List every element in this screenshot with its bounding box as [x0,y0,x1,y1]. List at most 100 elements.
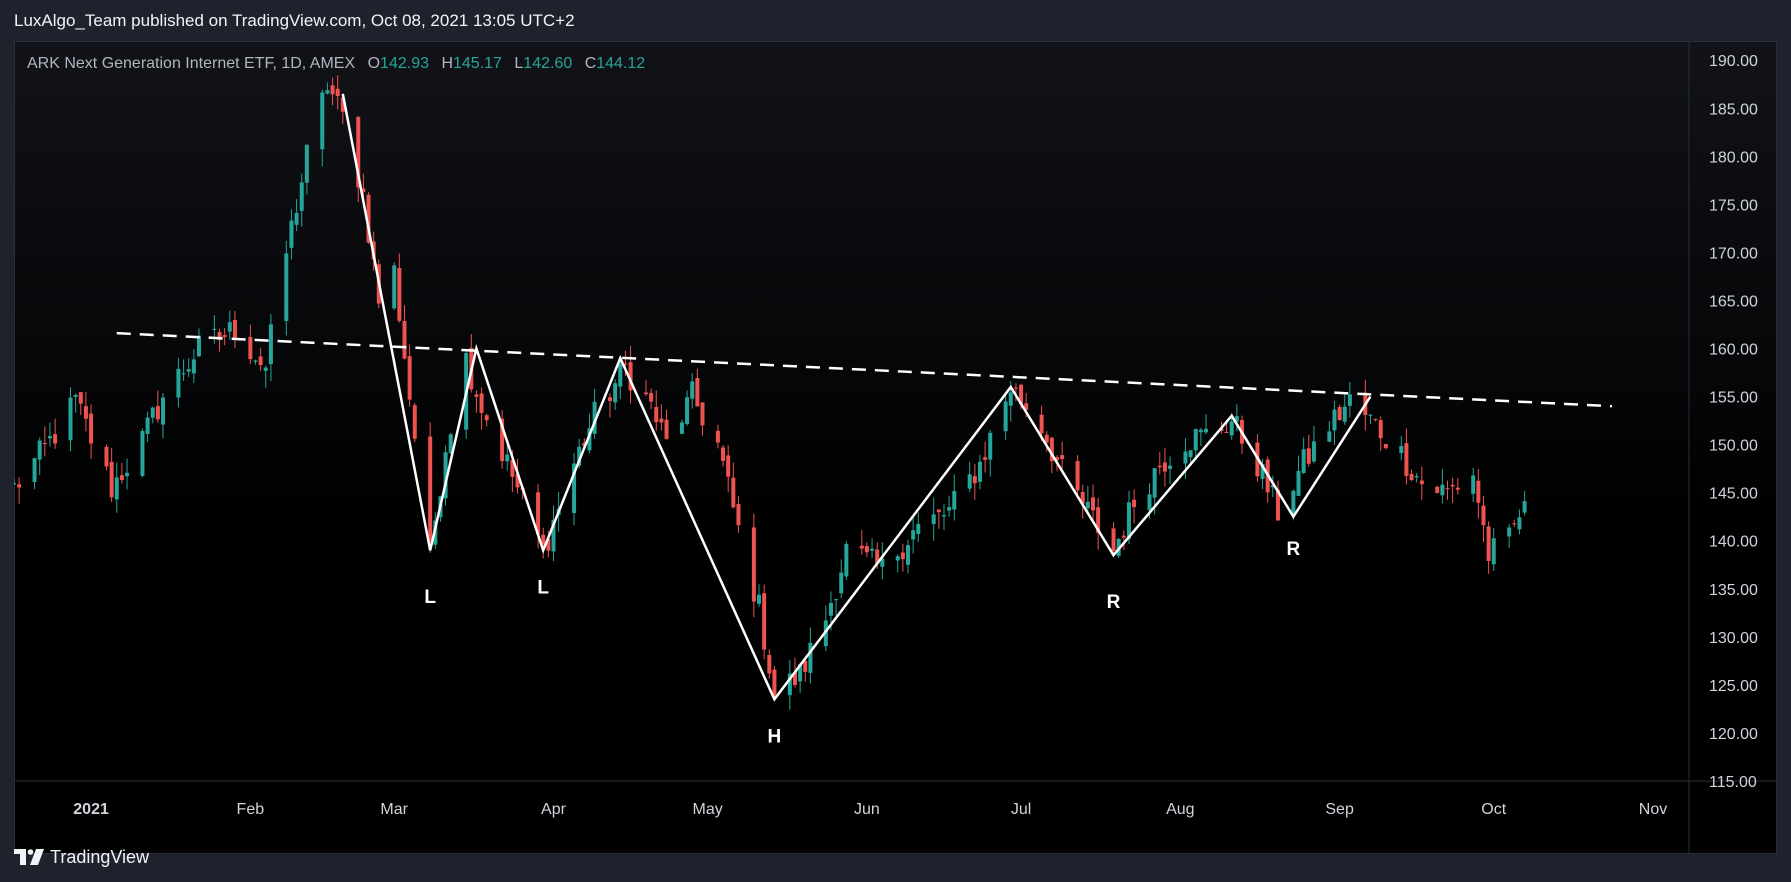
pattern-label-l: L [424,587,436,608]
candle-body [1491,538,1496,565]
candle-body [232,320,237,340]
candle-body [983,457,988,460]
candle-body [1147,494,1152,511]
time-tick-label: Feb [237,801,265,818]
tradingview-logo-icon [14,849,44,865]
candle-body [42,442,47,444]
candle-body [1301,449,1306,474]
candle-body [37,440,42,460]
time-tick-label: Aug [1166,801,1194,818]
candle-body [1486,526,1491,561]
candle-body [1332,409,1337,431]
candle-body [941,515,946,517]
candle-body [767,654,772,674]
candle-body [988,432,993,460]
candle-body [906,545,911,565]
candle-body [1090,497,1095,511]
candle-body [1419,480,1424,485]
publisher-header: LuxAlgo_Team published on TradingView.co… [14,11,575,30]
candle-body [664,419,669,439]
candle-body [155,406,160,420]
time-tick-label: Sep [1325,801,1354,818]
candle-body [1168,465,1173,469]
candle-body [1414,476,1419,478]
candle-body [1337,406,1342,420]
candle-body [196,335,201,357]
candle-body [1024,403,1029,410]
candle-body [1306,448,1311,464]
candle-body [217,331,222,341]
candle-body [541,534,546,545]
candle-body [484,415,489,421]
candle-body [1075,461,1080,491]
candle-body [119,475,124,481]
tradingview-footer[interactable]: TradingView [14,844,149,870]
candle-body [864,546,869,553]
candle-body [330,85,335,95]
candle-body [104,446,109,467]
candle-body [1311,441,1316,462]
candle-body [1044,434,1049,443]
candle-body [479,393,484,413]
candle-body [895,556,900,561]
candle-body [407,356,412,400]
time-tick-label: Apr [541,801,567,818]
price-axis: 190.00 185.00 180.00 175.00 170.00 165.00 160.… [1709,53,1758,791]
candle-body [1507,527,1512,537]
candle-body [1157,465,1162,468]
candle-body [916,523,921,535]
candle-body [1229,421,1234,436]
candle-body [248,337,253,360]
candle-body [900,552,905,560]
candle-body [731,477,736,508]
pattern-layer [116,93,1612,702]
head-and-shoulders-zigzag [341,93,1372,702]
candle-body [253,360,258,362]
price-tick-label: 140.00 [1709,534,1758,551]
candle-body [443,452,448,499]
candle-body [181,373,186,375]
candle-body [721,447,726,461]
candle-body [623,363,628,365]
candle-body [803,660,808,672]
candle-body [186,369,191,372]
candle-body [1476,480,1481,503]
candle-body [1080,492,1085,504]
pattern-label-l: L [537,578,549,599]
close-label: C [584,55,597,72]
candle-body [757,594,762,604]
price-tick-label: 165.00 [1709,293,1758,310]
candle-body [643,392,648,395]
candle-body [792,672,797,685]
candle-body [78,392,83,404]
candle-body [325,90,330,94]
candle-body [1152,468,1157,498]
price-tick-label: 145.00 [1709,486,1758,503]
candle-body [977,461,982,482]
candle-body [592,401,597,434]
candle-body [613,383,618,403]
candle-body [572,463,577,514]
candle-body [212,328,217,330]
candle-body [649,393,654,402]
candle-body [125,472,130,477]
price-chart[interactable]: L L H R R 190.00 185.00 180.00 175.00 170.00 165.… [14,41,1777,854]
candle-body [1373,418,1378,420]
candle-body [73,395,78,397]
price-tick-label: 115.00 [1709,774,1757,791]
candle-body [1471,475,1476,494]
candle-body [161,397,166,425]
candle-body [17,484,22,488]
candle-body [1522,501,1527,513]
candle-body [392,265,397,309]
candle-body [762,593,767,650]
price-tick-label: 185.00 [1709,101,1758,118]
candle-body [1234,416,1239,422]
time-tick-label: May [693,801,723,818]
open-value: 142.93 [380,55,429,72]
candle-body [258,356,263,366]
candle-body [1275,489,1280,521]
pattern-labels-layer: L L H R R [424,539,1300,747]
candle-body [1260,463,1265,479]
candle-body [1291,490,1296,516]
